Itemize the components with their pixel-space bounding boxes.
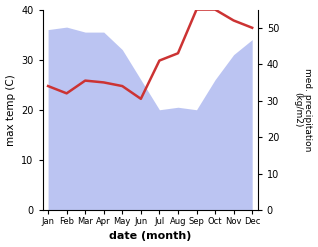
X-axis label: date (month): date (month) xyxy=(109,231,191,242)
Y-axis label: max temp (C): max temp (C) xyxy=(5,74,16,146)
Y-axis label: med. precipitation
(kg/m2): med. precipitation (kg/m2) xyxy=(293,68,313,151)
